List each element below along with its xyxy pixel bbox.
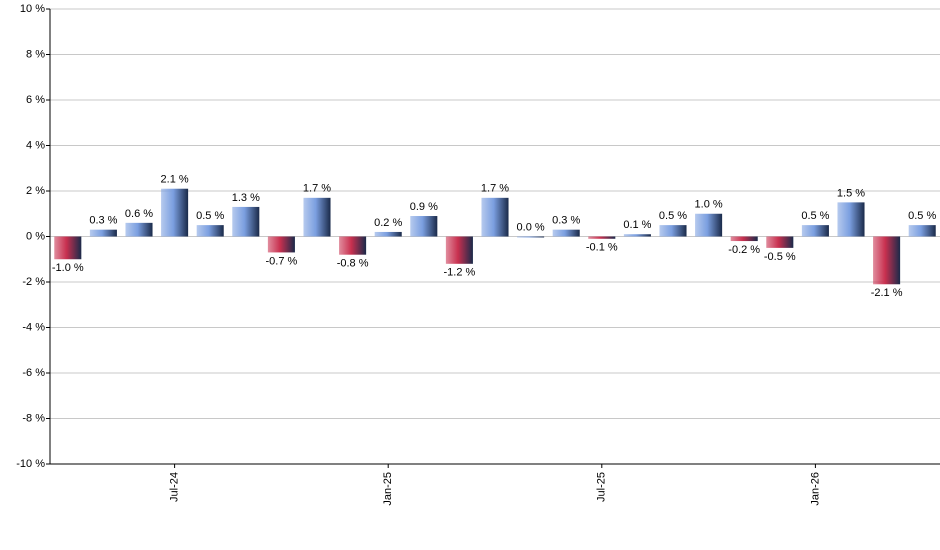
bar <box>445 236 473 264</box>
y-tick-label: -8 % <box>22 412 45 424</box>
bar <box>837 202 865 237</box>
value-label: -0.2 % <box>728 244 760 256</box>
x-tick-label: Jul-24 <box>169 472 181 502</box>
value-label: 1.5 % <box>837 187 865 199</box>
bar <box>339 236 367 255</box>
value-label: 0.2 % <box>374 217 402 229</box>
y-tick-label: -6 % <box>22 367 45 379</box>
value-label: -0.1 % <box>586 242 618 254</box>
y-tick-label: 0 % <box>26 230 45 242</box>
value-label: 0.5 % <box>908 210 936 222</box>
value-label: 1.7 % <box>481 183 509 195</box>
value-label: 0.3 % <box>89 215 117 227</box>
value-label: 1.3 % <box>232 192 260 204</box>
bar <box>232 206 260 237</box>
value-label: 1.0 % <box>695 199 723 211</box>
value-label: -0.8 % <box>337 258 369 270</box>
value-label: -0.5 % <box>764 251 796 263</box>
bar <box>267 236 295 253</box>
bar <box>695 213 723 237</box>
value-label: -2.1 % <box>871 287 903 299</box>
y-tick-label: 6 % <box>26 94 45 106</box>
y-tick-label: 4 % <box>26 139 45 151</box>
value-label: -0.7 % <box>266 255 298 267</box>
bar <box>125 222 153 237</box>
bar <box>659 225 687 237</box>
value-label: 2.1 % <box>161 174 189 186</box>
value-label: 0.1 % <box>623 219 651 231</box>
x-tick-label: Jan-26 <box>809 472 821 506</box>
y-tick-label: 10 % <box>20 3 45 15</box>
bar <box>161 188 189 237</box>
value-label: 0.3 % <box>552 215 580 227</box>
bar <box>89 229 117 237</box>
y-tick-label: 8 % <box>26 48 45 60</box>
value-label: 0.5 % <box>196 210 224 222</box>
bar <box>908 225 936 237</box>
bar <box>374 231 402 237</box>
bar <box>303 197 331 237</box>
x-tick-label: Jul-25 <box>596 472 608 502</box>
y-tick-label: -10 % <box>16 458 45 470</box>
bar <box>730 236 758 242</box>
bar <box>588 236 616 239</box>
bar <box>410 216 438 237</box>
y-tick-label: -2 % <box>22 276 45 288</box>
value-label: 1.7 % <box>303 183 331 195</box>
bar <box>873 236 901 285</box>
value-label: -1.0 % <box>52 262 84 274</box>
value-label: 0.5 % <box>659 210 687 222</box>
y-tick-label: -4 % <box>22 321 45 333</box>
bar <box>623 234 651 237</box>
value-label: 0.5 % <box>801 210 829 222</box>
x-tick-label: Jan-25 <box>382 472 394 506</box>
bar <box>801 225 829 237</box>
bar <box>54 236 82 260</box>
value-label: 0.0 % <box>517 221 545 233</box>
value-label: 0.6 % <box>125 208 153 220</box>
bar <box>481 197 509 237</box>
bar <box>517 236 545 238</box>
y-tick-label: 2 % <box>26 185 45 197</box>
value-label: 0.9 % <box>410 201 438 213</box>
bar <box>766 236 794 248</box>
bar <box>552 229 580 237</box>
bar <box>196 225 224 237</box>
value-label: -1.2 % <box>444 267 476 279</box>
